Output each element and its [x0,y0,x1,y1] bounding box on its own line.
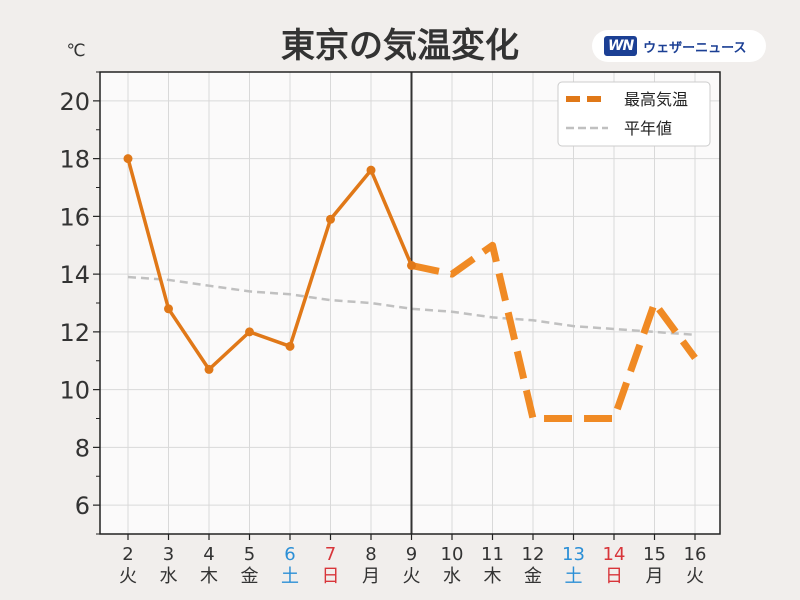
x-tick-label-weekday: 火 [119,566,137,587]
x-tick-label-date: 8 [365,544,376,565]
x-tick-label-date: 11 [481,544,504,565]
observed-point [326,214,335,224]
x-tick-label-weekday: 火 [403,566,421,587]
legend-label-max-temp: 最高気温 [624,90,688,109]
series-max-temp [123,154,698,422]
plot-frame [99,71,721,535]
observed-point [204,364,214,374]
x-tick-label-weekday: 金 [241,566,259,587]
legend-label-normal: 平年値 [624,119,672,138]
x-tick-label-weekday: 木 [200,566,218,587]
x-tick-label-weekday: 水 [443,566,461,587]
x-tick-label-date: 5 [244,544,255,565]
observed-point [123,154,133,164]
observed-max-temp-line [126,158,414,372]
y-axis: 6 8 10 12 14 16 18 20 [59,71,100,535]
forecast-max-temp-line [410,241,698,422]
legend: 最高気温 平年値 [557,81,711,147]
y-tick-label: 10 [59,377,90,405]
observed-point [245,327,254,337]
y-tick-label: 6 [75,492,90,520]
x-tick-label-weekday: 土 [565,566,583,587]
x-tick-label-weekday: 月 [362,566,380,587]
x-tick-label-date: 7 [325,544,336,565]
y-tick-label: 12 [59,319,90,347]
x-tick-label-date: 14 [603,544,626,565]
x-tick-label-weekday: 火 [686,566,704,587]
x-tick-label-date: 9 [406,544,417,565]
logo-text: ウェザーニュース [643,40,747,56]
weathernews-logo: WN ウェザーニュース [592,30,766,62]
chart-title: 東京の気温変化 [281,26,519,66]
x-tick-label-weekday: 水 [160,566,178,587]
y-tick-label: 8 [75,434,90,462]
plot-area [100,72,720,534]
y-tick-label: 16 [59,203,90,231]
x-tick-label-weekday: 土 [281,566,299,587]
observed-point [407,260,416,270]
x-tick-label-date: 2 [122,544,133,565]
x-tick-label-date: 6 [284,544,295,565]
x-tick-label-weekday: 木 [484,566,502,587]
observed-point [366,165,376,175]
observed-point [285,341,295,351]
x-tick-label-date: 15 [643,544,666,565]
y-tick-label: 18 [59,146,90,174]
x-tick-label-date: 3 [163,544,174,565]
normal-temp-line [127,275,696,337]
x-tick-label-weekday: 日 [322,566,340,587]
observed-point [164,304,173,314]
y-tick-label: 20 [59,88,90,116]
y-axis-unit-label: ℃ [66,41,85,61]
x-tick-label-date: 4 [203,544,214,565]
x-tick-label-date: 12 [522,544,545,565]
x-tick-label-date: 16 [684,544,707,565]
y-tick-label: 14 [59,261,90,289]
series-normal [127,275,696,337]
x-tick-label-weekday: 月 [646,566,664,587]
x-tick-label-date: 13 [562,544,585,565]
x-tick-label-date: 10 [441,544,464,565]
x-tick-label-weekday: 日 [605,566,623,587]
logo-mark: WN [604,36,638,56]
x-tick-label-weekday: 金 [524,566,542,587]
